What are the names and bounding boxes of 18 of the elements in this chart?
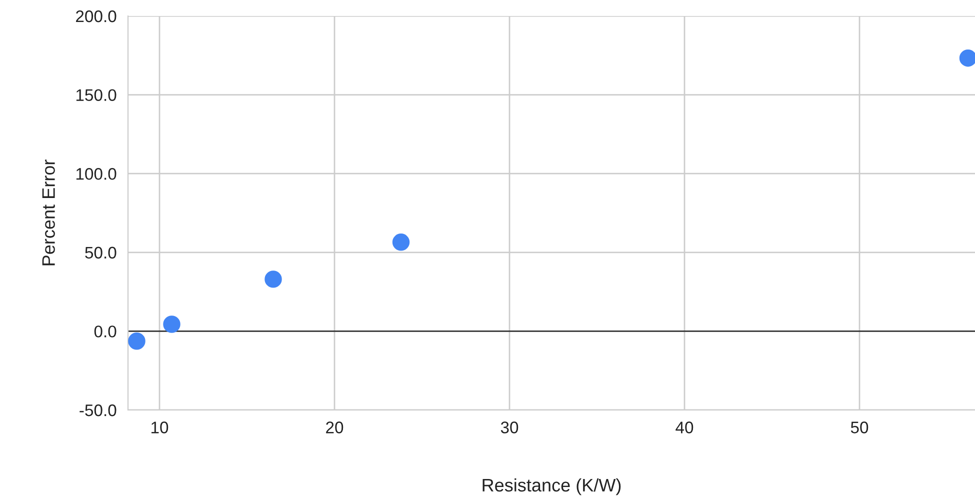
- y-tick-label: 150.0: [76, 89, 116, 102]
- y-tick-label: 200.0: [76, 10, 116, 22]
- y-tick-label: -50.0: [80, 404, 116, 416]
- x-axis-title: Resistance (K/W): [482, 478, 621, 496]
- y-tick-label: 50.0: [85, 246, 116, 259]
- y-axis-title: Percent Error: [42, 160, 55, 266]
- point: [264, 270, 282, 288]
- x-tick-label: 30: [500, 422, 518, 434]
- point: [959, 49, 975, 67]
- x-tick-label: 20: [326, 422, 344, 434]
- x-tick-label: 40: [676, 422, 694, 434]
- point: [128, 332, 146, 350]
- point: [392, 234, 410, 251]
- x-tick-label: 10: [152, 422, 168, 434]
- point: [163, 316, 180, 333]
- y-tick-label: 100.0: [76, 168, 116, 180]
- x-tick-label: 50: [850, 422, 868, 434]
- y-tick-label: 0.0: [94, 326, 116, 338]
